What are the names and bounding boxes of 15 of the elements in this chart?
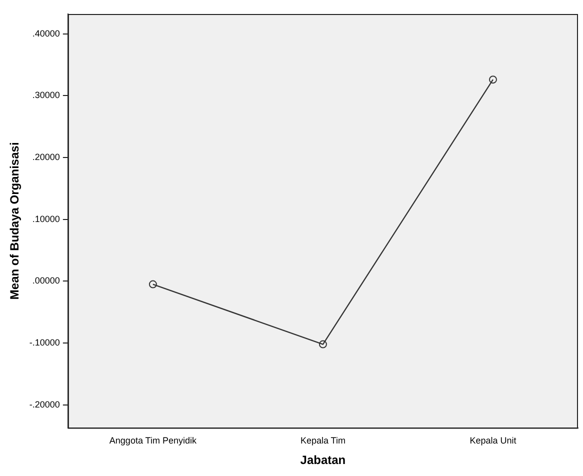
y-tick-label: -.10000 — [29, 338, 60, 348]
y-tick-label: .30000 — [32, 90, 60, 100]
y-tick-label: .20000 — [32, 152, 60, 162]
point — [148, 280, 157, 288]
y-axis-title: Mean of Budaya Organisasi — [8, 142, 22, 300]
y-tick-label: -.20000 — [29, 399, 60, 410]
point — [318, 340, 327, 348]
y-tick-label: .10000 — [32, 214, 60, 224]
x-axis-title: Jabatan — [300, 453, 346, 468]
point — [488, 76, 497, 84]
x-tick-label: Kepala Unit — [470, 436, 517, 446]
y-tick-label: .40000 — [32, 28, 60, 38]
x-tick-label: Kepala Tim — [300, 436, 346, 446]
y-tick-label: .00000 — [32, 276, 60, 286]
x-tick-label: Anggota Tim Penyidik — [109, 436, 197, 446]
